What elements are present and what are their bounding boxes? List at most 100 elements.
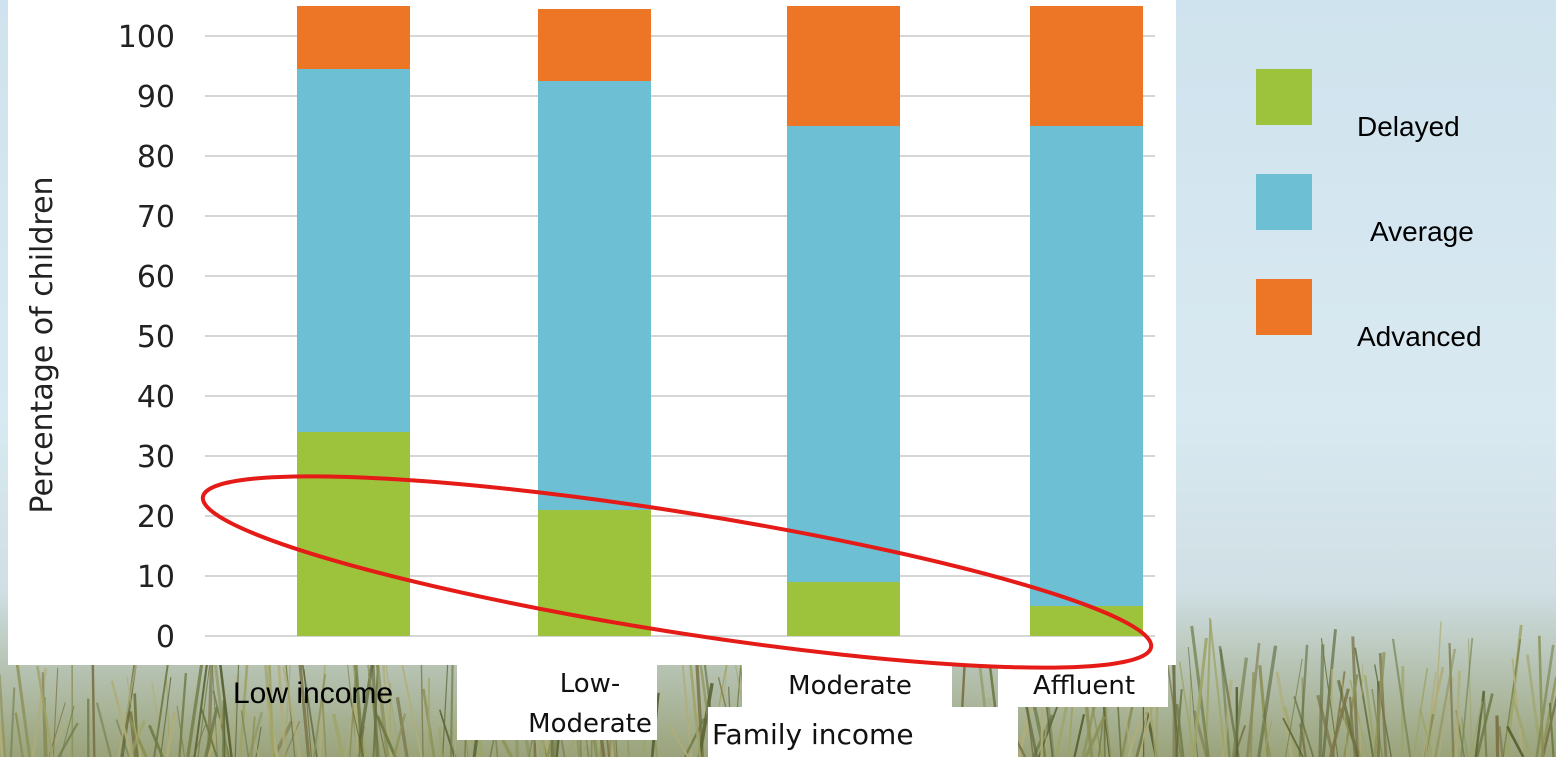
grass-blade xyxy=(1502,638,1522,757)
grass-blade xyxy=(358,726,365,757)
grass-blade xyxy=(1285,658,1303,757)
grass-blade xyxy=(1378,653,1388,757)
y-tick-label: 80 xyxy=(137,140,175,175)
grass-blade xyxy=(384,658,400,757)
category-label: Moderate xyxy=(788,671,912,701)
y-tick-label: 70 xyxy=(137,200,175,235)
grass-blade xyxy=(0,718,5,757)
grass-blade xyxy=(1424,671,1437,757)
grass-blade xyxy=(1328,688,1350,757)
grass-blade xyxy=(438,726,443,757)
grass-blade xyxy=(128,711,138,757)
grass-blade xyxy=(1475,693,1494,757)
grass-blade xyxy=(1467,638,1473,757)
y-axis-title: Percentage of children xyxy=(25,176,60,513)
bar-average-1 xyxy=(297,69,410,432)
y-tick-label: 90 xyxy=(137,80,175,115)
grass-blade xyxy=(345,698,355,757)
y-tick-label: 40 xyxy=(137,380,175,415)
y-axis-ticks: 0 10 20 30 40 50 60 70 80 90 100 xyxy=(118,20,175,655)
grass-blade xyxy=(1391,638,1412,757)
grass-blade xyxy=(244,710,260,757)
grass-blade xyxy=(1432,621,1442,757)
grass-blade xyxy=(1336,679,1360,757)
grass-blade xyxy=(240,710,250,757)
grass-blade xyxy=(697,682,714,757)
grass-blade xyxy=(1084,715,1106,757)
legend: Delayed Average Advanced xyxy=(1256,69,1482,352)
grass-blade xyxy=(1318,644,1325,757)
grass-blade xyxy=(222,700,225,757)
grass-blade xyxy=(1073,713,1086,757)
category-label-background xyxy=(742,662,952,707)
grass-blade xyxy=(1434,648,1457,757)
y-tick-label: 100 xyxy=(118,20,175,55)
grass-blade xyxy=(1320,638,1339,757)
grass-blade xyxy=(1454,670,1461,757)
grass-blade xyxy=(1298,644,1309,757)
bar-delayed-2 xyxy=(538,510,651,636)
y-tick-label: 0 xyxy=(156,620,175,655)
category-label: Affluent xyxy=(1033,671,1135,701)
grass-blade xyxy=(148,724,164,757)
y-tick-label: 10 xyxy=(137,560,175,595)
grass-blade xyxy=(1469,701,1483,757)
bar-advanced-2 xyxy=(538,9,651,81)
grass-blade xyxy=(1262,714,1272,757)
grass-blade xyxy=(1538,635,1544,757)
bar-average-2 xyxy=(538,81,651,510)
category-labels: Low income Low- Moderate Moderate Affluent xyxy=(233,669,1135,739)
grass-blade xyxy=(110,680,133,757)
grass-blade xyxy=(1351,636,1359,757)
y-tick-label: 20 xyxy=(137,500,175,535)
grass-blade xyxy=(248,711,264,757)
xlabel-background xyxy=(708,707,1018,757)
legend-label-advanced: Advanced xyxy=(1357,321,1482,352)
grass-blade xyxy=(1498,725,1504,757)
grass-blade xyxy=(1282,717,1304,757)
legend-label-average: Average xyxy=(1370,216,1474,247)
legend-swatch-advanced xyxy=(1256,279,1312,335)
grass-blade xyxy=(331,713,345,757)
grass-blade xyxy=(1506,725,1525,757)
grass-blade xyxy=(1448,643,1455,757)
category-label: Low income xyxy=(233,677,393,710)
grass-blade xyxy=(353,702,360,757)
category-label: Moderate xyxy=(528,709,652,739)
y-tick-label: 30 xyxy=(137,440,175,475)
grass-blade xyxy=(1017,705,1032,757)
grass-blade xyxy=(1293,696,1315,757)
grass-blade xyxy=(57,722,79,757)
grass-blade xyxy=(400,661,423,757)
grass-blade xyxy=(1474,690,1485,757)
grass-blade xyxy=(178,673,188,757)
grass-blade xyxy=(9,687,16,757)
bar-advanced-1 xyxy=(297,6,410,69)
grass-blade xyxy=(1511,697,1533,757)
grass-blade xyxy=(1359,663,1364,757)
grass-blade xyxy=(370,655,379,757)
bar-average-4 xyxy=(1030,126,1143,606)
grass-blade xyxy=(348,692,365,757)
grass-blade xyxy=(1208,617,1227,757)
grass-blade xyxy=(283,721,301,757)
grass-blade xyxy=(165,712,177,757)
grass-blade xyxy=(668,724,690,757)
grass-blade xyxy=(200,708,218,757)
grass-blade xyxy=(133,693,139,757)
grass-blade xyxy=(1354,647,1375,757)
grass-blade xyxy=(36,665,54,757)
grass-blade xyxy=(60,705,75,757)
grass-blade xyxy=(1258,665,1270,757)
grass-blade xyxy=(1249,672,1255,757)
category-label: Low- xyxy=(560,669,621,699)
bar-advanced-3 xyxy=(787,6,900,126)
y-tick-label: 60 xyxy=(137,260,175,295)
bar-average-3 xyxy=(787,126,900,582)
grass-blade xyxy=(1548,702,1555,757)
grass-blade xyxy=(234,660,240,757)
grass-blade xyxy=(95,702,112,757)
grass-blade xyxy=(1275,671,1294,757)
grass-blade xyxy=(1262,720,1273,757)
